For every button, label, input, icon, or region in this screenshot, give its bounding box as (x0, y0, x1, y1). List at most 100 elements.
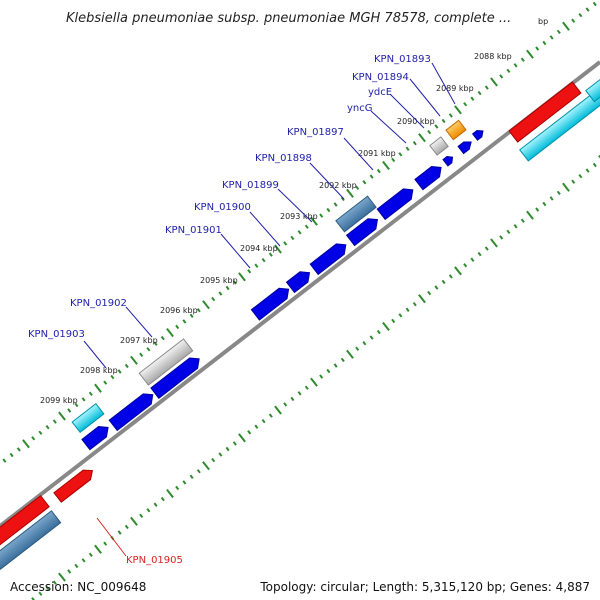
ruler-tick (261, 257, 266, 263)
ruler-tick (74, 402, 79, 408)
gene-label-kpn-01901[interactable]: KPN_01901 (165, 225, 222, 236)
ruler-tick (376, 329, 381, 335)
ruler-tick (418, 133, 426, 143)
ruler-tick (578, 173, 583, 179)
ruler-tick (94, 544, 102, 554)
ruler-tick (297, 230, 302, 235)
tick-label-2088: 2088 kbp (474, 52, 512, 61)
ruler-tick (81, 558, 86, 563)
ruler-tick (189, 313, 194, 318)
gene-label-kpn-01903[interactable]: KPN_01903 (28, 329, 85, 340)
ruler-tick (304, 385, 309, 390)
gene-label-kpn-01893[interactable]: KPN_01893 (374, 54, 431, 65)
ruler-tick (470, 257, 475, 262)
ruler-tick (499, 74, 504, 79)
cds-arrow[interactable] (309, 240, 350, 276)
ruler-tick (238, 272, 246, 282)
ruler-tick (520, 218, 525, 223)
gene-label-kpn-01905[interactable]: KPN_01905 (126, 555, 183, 566)
ruler-tick (391, 157, 396, 163)
cds-arrow[interactable] (442, 154, 455, 167)
ruler-tick (38, 430, 43, 435)
ruler-tick (441, 118, 446, 124)
tick-label-2094: 2094 kbp (240, 244, 278, 253)
ruler-tick (477, 90, 482, 96)
cds-arrow[interactable] (345, 214, 382, 247)
misc-feature-grey[interactable] (429, 136, 449, 156)
ruler-tick (319, 374, 324, 379)
ruler-tick (326, 207, 331, 213)
cds-arrow[interactable] (81, 422, 112, 451)
misc-feature-steel[interactable] (335, 195, 377, 233)
ruler-tick (369, 174, 374, 179)
ruler-tick (166, 488, 174, 499)
ruler-tick (110, 374, 115, 380)
gene-label-yncg[interactable]: yncG (347, 103, 373, 114)
tick-label-2093: 2093 kbp (280, 212, 318, 221)
ruler-tick (139, 352, 144, 357)
ruler-tick (571, 18, 576, 23)
ruler-tick (160, 335, 165, 341)
cds-arrow[interactable] (108, 390, 157, 432)
ruler-tick (542, 201, 547, 207)
accession-label: Accession: NC_009648 (10, 580, 147, 594)
ruler-tick (398, 152, 403, 157)
ruler-tick (31, 597, 35, 600)
gene-label-kpn-01902[interactable]: KPN_01902 (70, 298, 127, 309)
ruler-tick (130, 516, 138, 526)
cds-arrow[interactable] (285, 268, 314, 294)
ruler-tick (146, 508, 151, 513)
cds-arrow[interactable] (150, 354, 203, 399)
ruler-tick (45, 425, 50, 430)
ruler-tick (448, 274, 453, 279)
ruler-tick (247, 430, 252, 435)
ruler-tick (196, 469, 201, 474)
cyan-feature[interactable] (519, 90, 600, 162)
tick-label-2091: 2091 kbp (358, 149, 396, 158)
gene-label-kpn-01897[interactable]: KPN_01897 (287, 127, 344, 138)
ruler-tick (16, 447, 21, 452)
misc-feature-cyan[interactable] (71, 402, 105, 434)
misc-feature-grey[interactable] (138, 338, 194, 386)
ruler-tick (369, 335, 374, 340)
ruler-tick (22, 439, 30, 449)
cds-arrow[interactable] (250, 284, 292, 321)
ruler-tick (542, 40, 547, 46)
ruler-tick (454, 266, 462, 276)
ruler-tick (340, 357, 345, 363)
ruler-tick (117, 369, 122, 374)
ruler-tick (160, 496, 165, 502)
ruler-tick (9, 452, 14, 458)
ruler-tick (448, 113, 453, 118)
ruler-tick (175, 485, 180, 491)
map-title: Klebsiella pneumoniae subsp. pneumoniae … (66, 11, 511, 26)
gene-label-kpn-01900[interactable]: KPN_01900 (194, 202, 251, 213)
tick-label-2090: 2090 kbp (397, 117, 435, 126)
tick-labels: bp 2088 kbp 2089 kbp 2090 kbp 2091 kbp 2… (40, 17, 548, 405)
misc-feature-orange[interactable] (445, 119, 467, 141)
ruler-tick (398, 313, 403, 318)
highlighted-gene-kpn-01905[interactable] (53, 466, 96, 503)
ruler-tick (441, 279, 446, 285)
ruler-tick (326, 368, 331, 374)
gene-label-kpn-01899[interactable]: KPN_01899 (222, 180, 279, 191)
red-feature[interactable] (508, 81, 582, 143)
cyan-feature[interactable] (585, 77, 600, 103)
ruler-tick (490, 238, 498, 248)
cds-arrow[interactable] (457, 138, 474, 155)
ruler-tick (146, 347, 151, 352)
ruler-tick (103, 380, 108, 385)
gene-label-kpn-01894[interactable]: KPN_01894 (352, 72, 409, 83)
ruler-tick (117, 530, 122, 535)
gene-labels: KPN_01893 KPN_01894 ydcE yncG KPN_01897 … (28, 54, 431, 566)
gene-label-kpn-01898[interactable]: KPN_01898 (255, 153, 312, 164)
steel-feature[interactable] (0, 510, 62, 570)
ruler-tick (290, 235, 295, 241)
cds-arrow[interactable] (471, 128, 486, 141)
ruler-tick (67, 569, 72, 574)
gene-label-ydce[interactable]: ydcE (368, 87, 392, 98)
cds-arrow[interactable] (376, 185, 417, 221)
cds-arrow[interactable] (414, 162, 445, 191)
red-feature[interactable] (0, 494, 50, 550)
